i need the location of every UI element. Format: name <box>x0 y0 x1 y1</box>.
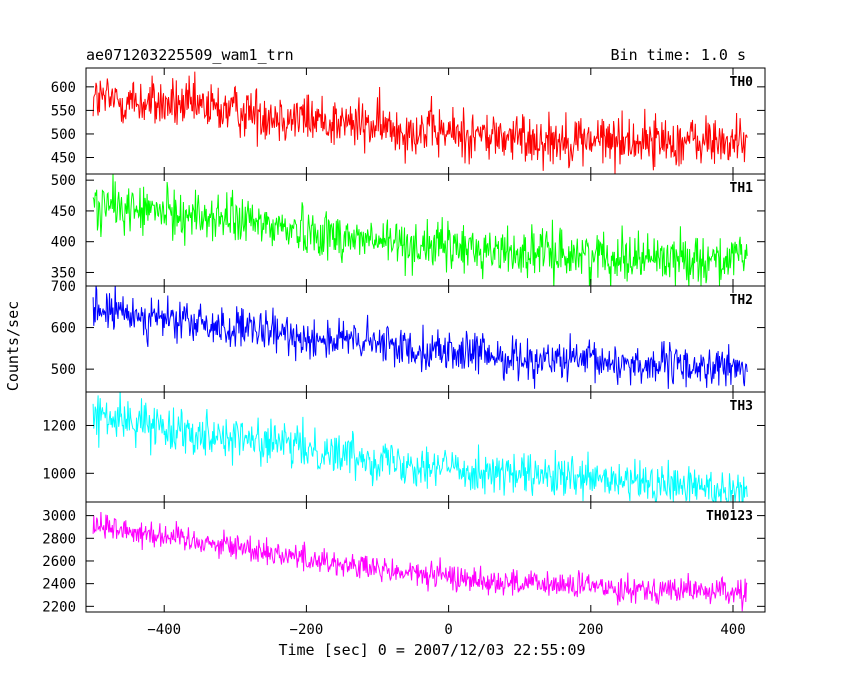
y-tick-label: 3000 <box>42 509 76 525</box>
y-tick-label: 700 <box>51 279 76 295</box>
series-th2 <box>92 286 748 389</box>
panel-th1: 350 400 450 500 TH1 <box>51 173 766 287</box>
panel-name-th0123: TH0123 <box>706 509 753 524</box>
y-tick-label: 2400 <box>42 577 76 593</box>
figure-title: ae071203225509_wam1_trn <box>86 46 294 64</box>
panel-frame <box>85 391 766 503</box>
x-tick-label: −200 <box>290 622 324 638</box>
panels-group: 450 500 550 600 TH0 350 400 450 500 TH1 500 600 700 T… <box>42 67 766 615</box>
series-th0 <box>92 71 748 174</box>
panel-frame <box>85 67 766 175</box>
panel-name-th0: TH0 <box>730 75 754 90</box>
bin-time-label: Bin time: 1.0 s <box>611 46 746 64</box>
y-tick-label: 2200 <box>42 599 76 615</box>
x-tick-label: 200 <box>578 622 603 638</box>
panel-name-th3: TH3 <box>730 399 753 414</box>
series-th1 <box>92 174 748 286</box>
y-tick-label: 450 <box>51 151 76 167</box>
panel-name-th1: TH1 <box>730 181 754 196</box>
y-tick-label: 500 <box>51 362 76 378</box>
y-tick-label: 500 <box>51 127 76 143</box>
x-axis: −400 −200 0 200 400 <box>147 622 745 638</box>
series-th0123 <box>92 511 748 612</box>
panel-th2: 500 600 700 TH2 <box>51 279 766 393</box>
y-axis-label: Counts/sec <box>4 301 22 391</box>
y-tick-label: 450 <box>51 204 76 220</box>
x-tick-label: 0 <box>444 622 452 638</box>
y-tick-label: 400 <box>51 235 76 251</box>
x-tick-label: −400 <box>147 622 181 638</box>
y-tick-label: 2800 <box>42 531 76 547</box>
y-tick-label: 500 <box>51 173 76 189</box>
y-tick-label: 550 <box>51 103 76 119</box>
panel-th3: 1000 1200 TH3 <box>42 391 766 503</box>
panel-th0: 450 500 550 600 TH0 <box>51 67 766 175</box>
x-axis-label: Time [sec] 0 = 2007/12/03 22:55:09 <box>278 641 585 659</box>
x-tick-label: 400 <box>720 622 745 638</box>
y-tick-label: 2600 <box>42 554 76 570</box>
y-tick-label: 600 <box>51 80 76 96</box>
y-tick-label: 350 <box>51 265 76 281</box>
panel-frame <box>85 285 766 393</box>
y-tick-label: 600 <box>51 321 76 337</box>
y-tick-label: 1000 <box>42 466 76 482</box>
panel-frame <box>85 501 766 613</box>
panel-th0123: 2200 2400 2600 2800 3000 TH0123 <box>42 501 766 615</box>
y-tick-label: 1200 <box>42 418 76 434</box>
series-th3 <box>92 392 748 502</box>
panel-name-th2: TH2 <box>730 293 753 308</box>
